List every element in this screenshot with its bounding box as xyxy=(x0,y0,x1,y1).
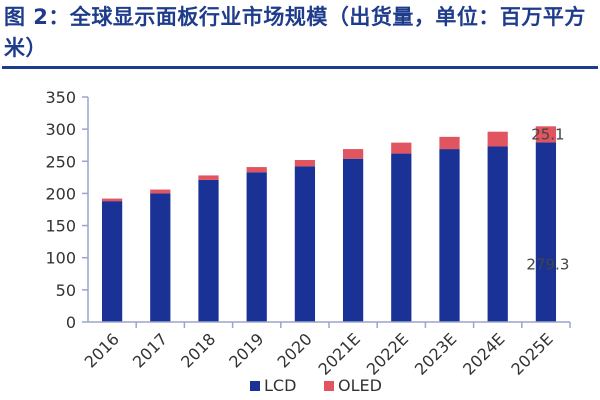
bar-oled xyxy=(342,149,364,159)
x-tick-label: 2018 xyxy=(177,329,219,371)
bar-lcd xyxy=(439,149,460,322)
data-label-lcd: 279.3 xyxy=(526,256,569,274)
x-tick-label: 2021E xyxy=(315,329,364,378)
x-tick-label: 2016 xyxy=(81,329,123,371)
bar-lcd xyxy=(342,158,364,322)
x-tick-label: 2023E xyxy=(411,329,460,378)
x-tick-label: 2025E xyxy=(507,329,556,378)
bar-lcd xyxy=(150,193,171,322)
bar-lcd xyxy=(535,142,557,322)
bar-oled xyxy=(391,142,412,154)
legend-swatch-oled xyxy=(324,381,334,391)
bar-oled xyxy=(101,198,123,202)
bar-lcd xyxy=(294,166,316,322)
bar-oled xyxy=(487,131,508,147)
x-tick-label: 2024E xyxy=(459,329,508,378)
chart-title: 图 2：全球显示面板行业市场规模（出货量，单位：百万平方米） xyxy=(4,5,586,60)
bar-oled xyxy=(535,126,557,143)
y-tick-label: 0 xyxy=(66,313,76,332)
legend-label-oled: OLED xyxy=(338,376,382,395)
bar-lcd xyxy=(198,179,219,322)
y-tick-label: 350 xyxy=(45,88,76,107)
bar-lcd xyxy=(101,201,123,322)
bar-oled xyxy=(198,175,219,180)
x-tick-label: 2020 xyxy=(274,329,316,371)
bars xyxy=(101,126,557,322)
y-tick-label: 100 xyxy=(45,249,76,268)
legend: LCD OLED xyxy=(250,376,382,395)
x-tick-label: 2017 xyxy=(129,329,171,371)
x-axis: 2016 2017 2018 2019 20202021E2022E2023E2024E… xyxy=(81,321,571,379)
legend-swatch-lcd xyxy=(250,381,260,391)
bar-oled xyxy=(246,167,267,173)
y-tick-label: 150 xyxy=(45,217,76,236)
bar-oled xyxy=(150,189,171,194)
legend-label-lcd: LCD xyxy=(264,376,296,395)
data-label-oled: 25.1 xyxy=(531,125,564,143)
bar-oled xyxy=(294,160,316,167)
x-tick-label: 2019 xyxy=(225,329,267,371)
y-tick-label: 50 xyxy=(56,281,76,300)
y-tick-label: 250 xyxy=(45,152,76,171)
bar-lcd xyxy=(391,153,412,322)
bar-lcd xyxy=(246,172,267,322)
title-divider xyxy=(2,66,598,69)
y-axis: 0 50 100 150 200 250 300 350 xyxy=(45,88,89,332)
y-tick-label: 200 xyxy=(45,184,76,203)
bar-lcd xyxy=(487,146,508,322)
y-tick-label: 300 xyxy=(45,120,76,139)
data-labels: 25.1 279.3 xyxy=(526,125,569,273)
x-tick-label: 2022E xyxy=(363,329,412,378)
bar-oled xyxy=(439,136,460,150)
